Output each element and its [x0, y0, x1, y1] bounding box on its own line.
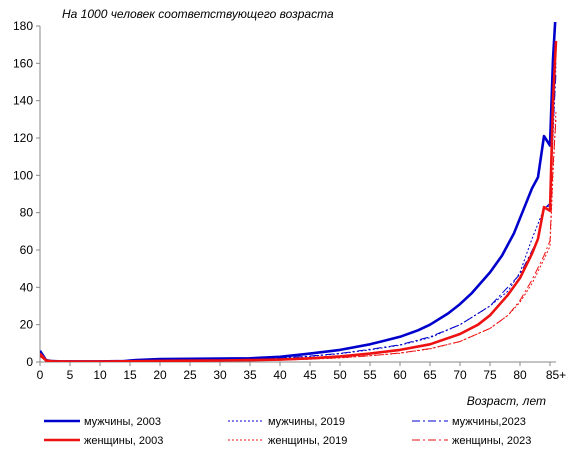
x-tick-label: 35: [243, 368, 257, 382]
x-axis-label: Возраст, лет: [467, 394, 546, 408]
x-tick-label: 75: [483, 368, 497, 382]
y-tick-label: 60: [20, 243, 34, 257]
x-tick-label: 40: [273, 368, 287, 382]
plot-frame: [39, 26, 556, 363]
y-tick-label: 20: [20, 318, 34, 332]
y-tick-label: 100: [13, 168, 33, 182]
legend-label: женщины, 2023: [452, 435, 531, 447]
legend-item: женщины, 2019: [228, 435, 347, 447]
legend-label: мужчины, 2003: [84, 416, 161, 428]
x-tick-label: 60: [393, 368, 407, 382]
legend-item: женщины, 2023: [412, 435, 531, 447]
legend-item: мужчины,2023: [412, 416, 526, 428]
y-tick-label: 140: [13, 94, 33, 108]
legend-label: женщины, 2019: [268, 435, 347, 447]
x-tick-label: 85+: [546, 368, 566, 382]
x-tick-label: 80: [513, 368, 527, 382]
x-tick-label: 70: [453, 368, 467, 382]
x-tick-label: 0: [37, 368, 44, 382]
y-tick-label: 120: [13, 131, 33, 145]
x-tick-label: 45: [303, 368, 317, 382]
x-tick-label: 25: [183, 368, 197, 382]
y-tick-label: 40: [20, 280, 34, 294]
legend-label: мужчины,2023: [452, 416, 526, 428]
series-line: [40, 22, 557, 362]
legend-label: женщины, 2003: [84, 435, 163, 447]
x-tick-label: 65: [423, 368, 437, 382]
series-line: [40, 72, 557, 362]
legend-item: мужчины, 2003: [44, 416, 161, 428]
y-tick-label: 160: [13, 56, 33, 70]
series-line: [40, 40, 558, 362]
chart-annotation: На 1000 человек соответствующего возраст…: [62, 7, 334, 21]
x-tick-label: 55: [363, 368, 377, 382]
x-tick-label: 10: [93, 368, 107, 382]
x-tick-label: 30: [213, 368, 227, 382]
x-axis-ticks: 0 5 10 15 20 25 30 35 40 45 50 55 60 65 70 75 80 85+: [37, 362, 566, 382]
series-layer: [40, 22, 558, 362]
legend-item: женщины, 2003: [44, 435, 163, 447]
legend-item: мужчины, 2019: [228, 416, 345, 428]
legend-label: мужчины, 2019: [268, 416, 345, 428]
x-tick-label: 5: [67, 368, 74, 382]
x-tick-label: 15: [123, 368, 137, 382]
x-tick-label: 50: [333, 368, 347, 382]
y-tick-label: 0: [26, 355, 33, 369]
y-tick-label: 180: [13, 19, 33, 33]
y-axis-ticks: 0 20 40 60 80 100 120 140 160 180: [13, 19, 40, 369]
y-tick-label: 80: [20, 206, 34, 220]
x-tick-label: 20: [153, 368, 167, 382]
legend: мужчины, 2003 мужчины, 2019 мужчины,2023 же…: [44, 416, 531, 447]
series-line: [40, 63, 557, 362]
